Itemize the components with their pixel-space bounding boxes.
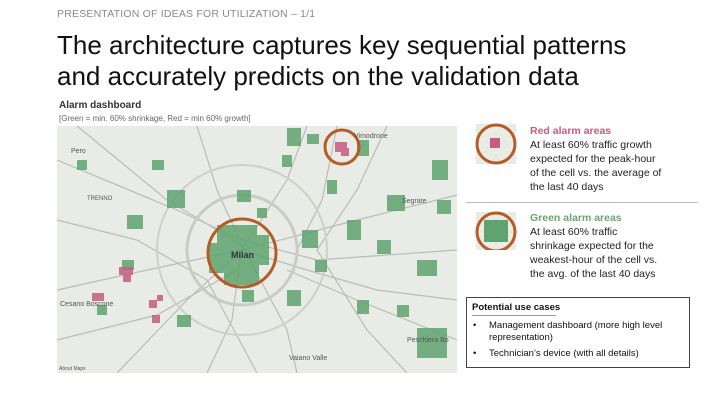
alarm-text: expected for the peak-hour bbox=[530, 153, 656, 165]
map-label: Vaiano Valle bbox=[289, 355, 327, 362]
title-line: The architecture captures key sequential… bbox=[57, 30, 627, 60]
alarm-text: the last 40 days bbox=[530, 181, 604, 193]
map-label: Vimodrone bbox=[354, 133, 388, 140]
map-label: TRENNO bbox=[87, 196, 113, 202]
alarm-icons bbox=[475, 123, 517, 250]
icon-red-cell bbox=[490, 138, 500, 148]
alarm-title: Red alarm areas bbox=[530, 125, 612, 137]
use-cases-title: Potential use cases bbox=[472, 302, 561, 313]
alarm-text: shrinkage expected for the bbox=[530, 240, 654, 252]
map-title: Alarm dashboard bbox=[59, 100, 141, 111]
red-alarm-circle bbox=[323, 128, 361, 166]
map: Alarm dashboard [Green = min. 60% shrink… bbox=[57, 100, 457, 373]
icon-green-cell bbox=[484, 220, 508, 242]
alarm-text: At least 60% traffic bbox=[530, 226, 618, 238]
bullet: • bbox=[473, 348, 477, 359]
green-alarm-circle bbox=[206, 217, 278, 289]
use-cases-box: Potential use cases • Management dashboa… bbox=[466, 297, 690, 368]
alarm-title: Green alarm areas bbox=[530, 212, 622, 224]
use-case-text: Management dashboard (more high level bbox=[489, 320, 663, 331]
red-cells bbox=[92, 142, 349, 323]
map-label: Cesano Boscone bbox=[60, 301, 113, 308]
title-line: and accurately predicts on the validatio… bbox=[57, 61, 579, 91]
green-cells bbox=[77, 128, 451, 358]
icon-circle bbox=[475, 123, 517, 165]
title-underline bbox=[472, 315, 556, 316]
use-case-text: Technician’s device (with all details) bbox=[489, 348, 639, 359]
section-label: PRESENTATION OF IDEAS FOR UTILIZATION – … bbox=[57, 8, 316, 20]
separator bbox=[466, 202, 698, 203]
alarm-text: At least 60% traffic growth bbox=[530, 139, 652, 151]
map-label: About Maps bbox=[59, 366, 86, 372]
map-legend: [Green = min. 60% shrinkage, Red = min 6… bbox=[59, 114, 251, 123]
icon-circle bbox=[475, 211, 517, 250]
map-label: Milan bbox=[231, 250, 254, 260]
use-case-text: representation) bbox=[489, 332, 553, 343]
map-label: Segrate bbox=[402, 198, 427, 205]
map-label: Pero bbox=[71, 148, 86, 155]
alarm-text: weakest-hour of the cell vs. bbox=[530, 254, 658, 266]
alarm-text: of the cell vs. the average of bbox=[530, 167, 662, 179]
alarm-text: the avg. of the last 40 days bbox=[530, 268, 656, 280]
bullet: • bbox=[473, 320, 477, 331]
map-label: Peschiera Bo bbox=[407, 337, 449, 344]
